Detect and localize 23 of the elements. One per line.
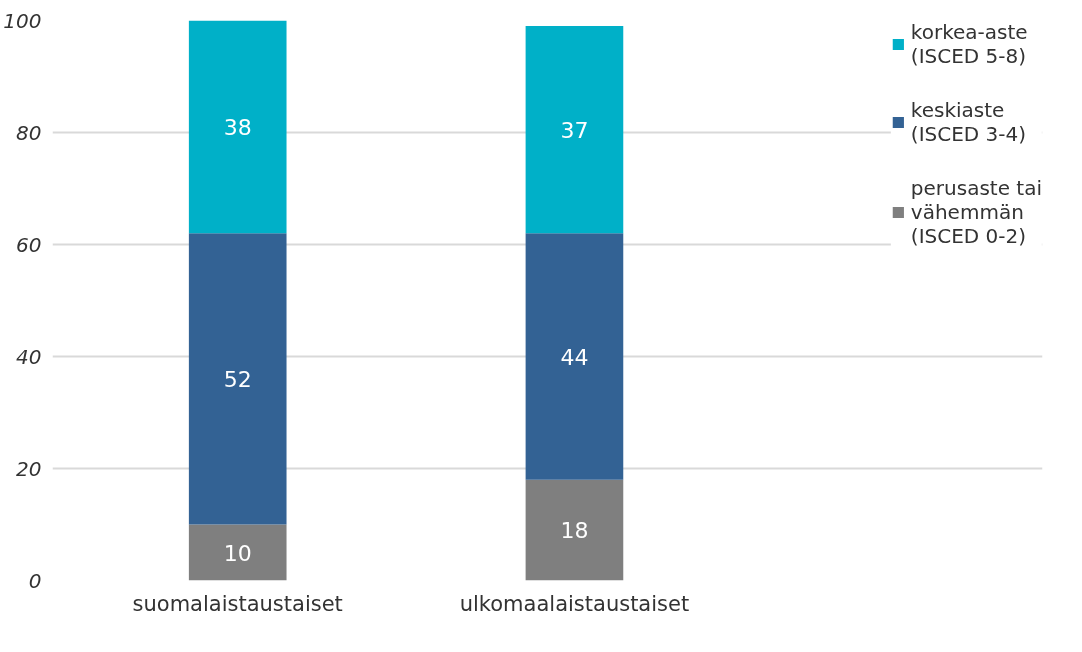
legend-label: korkea-aste (ISCED 5-8) <box>910 20 1028 68</box>
bar <box>188 524 287 581</box>
x-tick-label: suomalaistaustaiset <box>132 591 343 616</box>
data-label: 52 <box>223 366 252 392</box>
y-tick-label: 0 <box>28 568 42 593</box>
data-label: 10 <box>223 540 252 566</box>
bar <box>188 20 287 234</box>
bar <box>525 26 624 234</box>
legend-label: keskiaste (ISCED 3-4) <box>910 98 1027 146</box>
x-tick-label: ulkomaalaistaustaiset <box>459 591 690 616</box>
y-tick-label: 100 <box>3 8 42 33</box>
bar <box>525 479 624 581</box>
legend-label: perusaste tai vähemmän (ISCED 0-2) <box>910 176 1042 248</box>
data-label: 38 <box>223 114 252 140</box>
data-label: 18 <box>560 518 589 544</box>
y-tick-label: 40 <box>16 344 42 369</box>
data-label: 37 <box>560 117 589 143</box>
bar <box>188 233 287 525</box>
bar <box>525 233 624 480</box>
y-tick-label: 20 <box>16 456 42 481</box>
y-tick-label: 60 <box>16 232 42 257</box>
data-label: 44 <box>560 344 589 370</box>
y-tick-label: 80 <box>16 120 42 145</box>
